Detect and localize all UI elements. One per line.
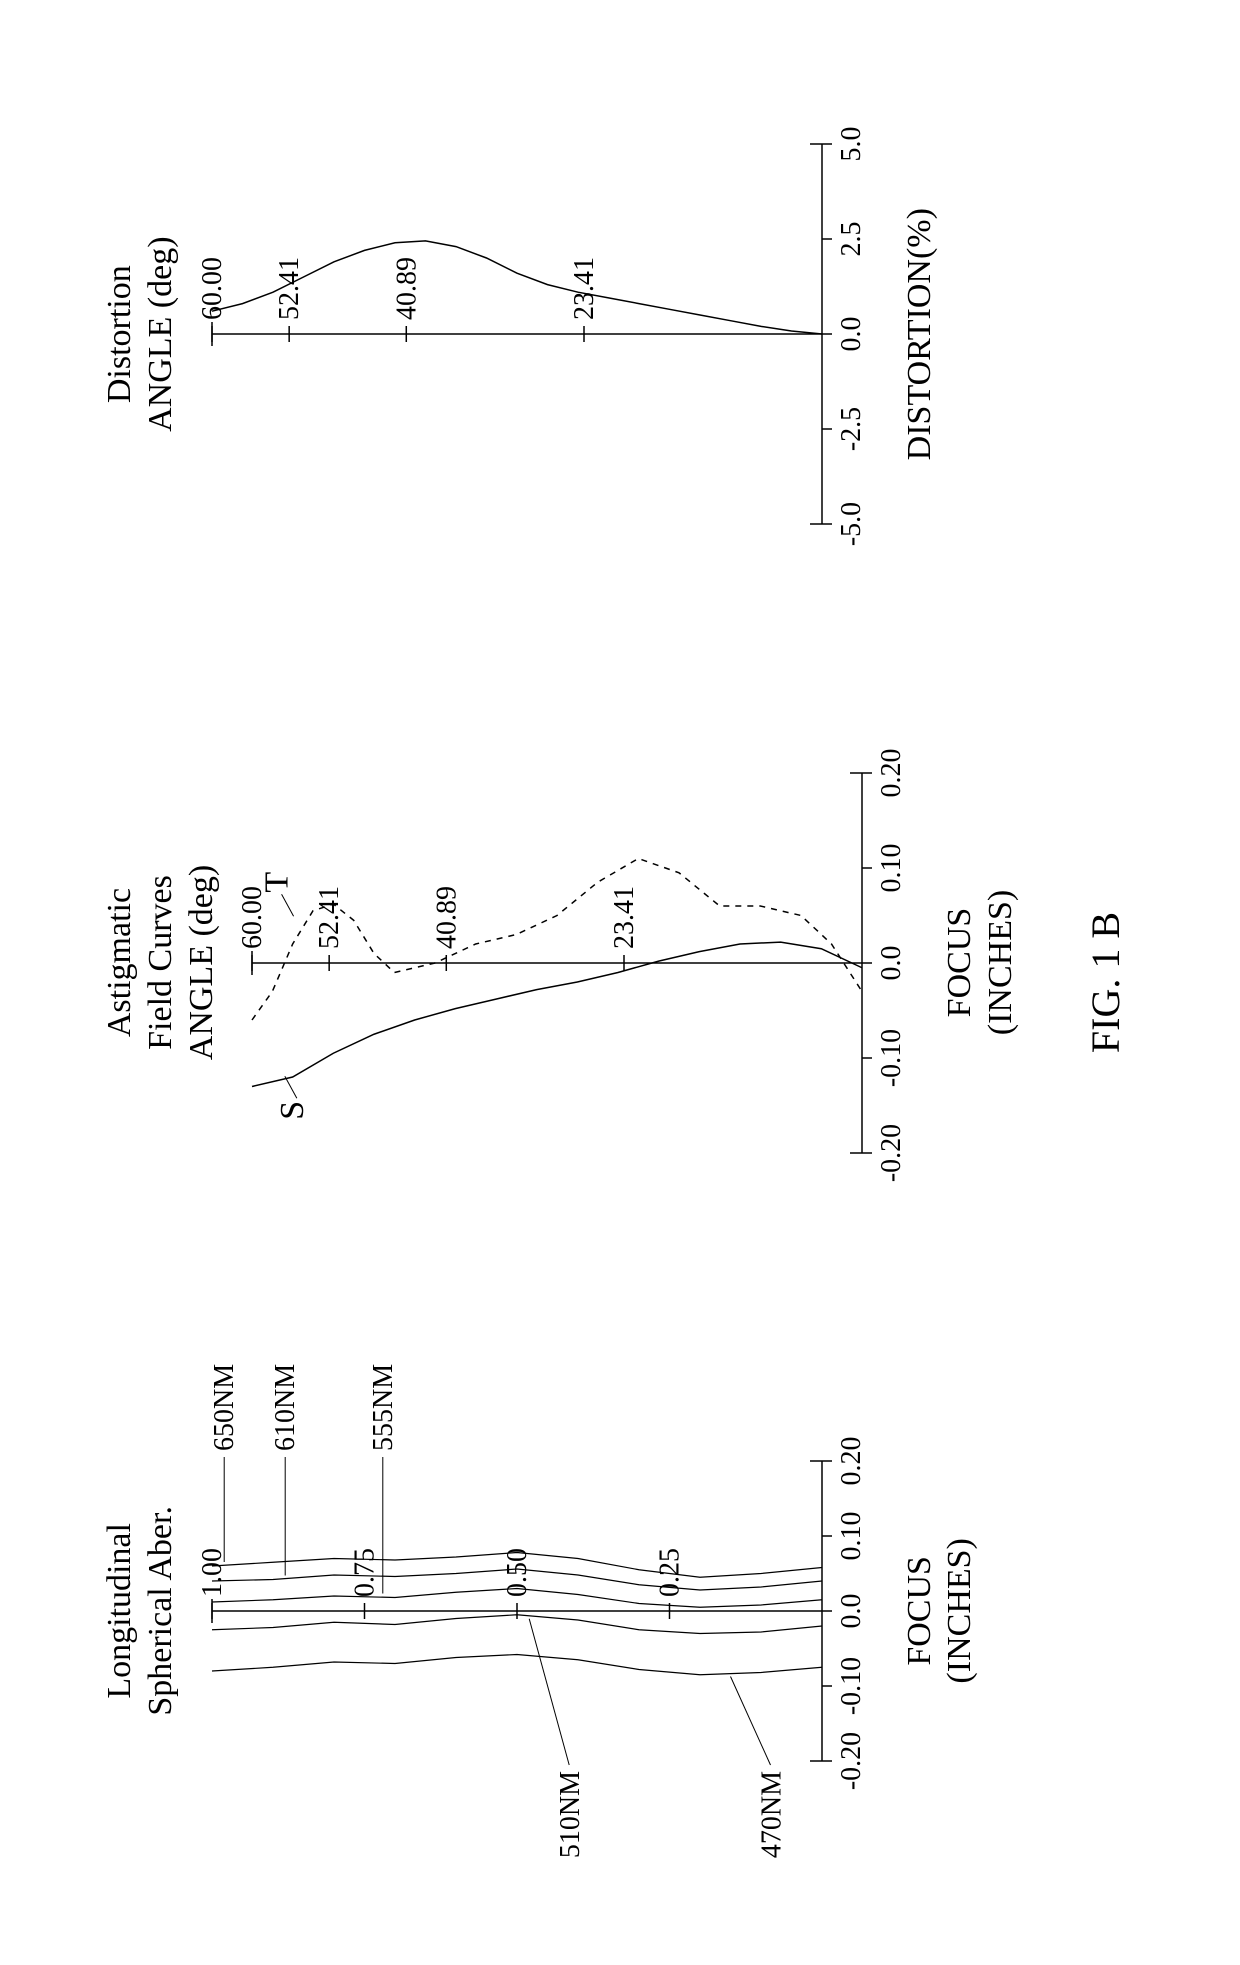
astigmatic-title: Astigmatic Field Curves ANGLE (deg) bbox=[100, 865, 222, 1060]
astigmatic-svg: -0.20 -0.10 0.0 0.10 0.20 23.41 40.89 52.41 60.0… bbox=[232, 723, 932, 1203]
distortion-title-l1: Distortion bbox=[101, 265, 138, 403]
svg-text:40.89: 40.89 bbox=[432, 886, 463, 949]
svg-text:-2.5: -2.5 bbox=[836, 407, 867, 451]
distortion-xlabel: DISTORTION(%) bbox=[900, 208, 941, 460]
rotated-page: Longitudinal Spherical Aber. -0.20 -0.10 0… bbox=[0, 0, 1240, 1965]
svg-text:23.41: 23.41 bbox=[609, 886, 640, 949]
svg-text:0.0: 0.0 bbox=[836, 1593, 867, 1628]
svg-text:0.75: 0.75 bbox=[349, 1548, 380, 1597]
distortion-title-l2: ANGLE (deg) bbox=[142, 236, 179, 431]
svg-text:5.0: 5.0 bbox=[836, 127, 867, 162]
distortion-chart-cell: Distortion ANGLE (deg) -5.0 -2.5 0.0 2.5 5.0… bbox=[100, 94, 940, 574]
svg-text:555NM: 555NM bbox=[367, 1364, 398, 1451]
distortion-xlabel-l1: DISTORTION(%) bbox=[901, 208, 938, 460]
svg-text:-0.10: -0.10 bbox=[876, 1028, 907, 1086]
svg-text:0.0: 0.0 bbox=[876, 945, 907, 980]
svg-text:0.10: 0.10 bbox=[876, 843, 907, 892]
spherical-xlabel-l1: FOCUS bbox=[901, 1556, 938, 1666]
svg-text:0.10: 0.10 bbox=[836, 1511, 867, 1560]
spherical-title-l2: Spherical Aber. bbox=[142, 1506, 179, 1716]
distortion-svg: -5.0-2.50.02.55.023.4140.8952.4160.00 bbox=[192, 94, 892, 574]
distortion-title: Distortion ANGLE (deg) bbox=[100, 236, 182, 431]
astigmatic-title-l1: Astigmatic bbox=[101, 888, 138, 1037]
spherical-xlabel-l2: (INCHES) bbox=[941, 1538, 978, 1683]
svg-text:T: T bbox=[259, 871, 296, 892]
svg-text:1.00: 1.00 bbox=[197, 1548, 228, 1597]
svg-text:23.41: 23.41 bbox=[569, 257, 600, 320]
spherical-title-l1: Longitudinal bbox=[101, 1523, 138, 1699]
svg-text:2.5: 2.5 bbox=[836, 222, 867, 257]
svg-text:510NM: 510NM bbox=[555, 1771, 586, 1858]
astigmatic-chart-cell: Astigmatic Field Curves ANGLE (deg) -0.2… bbox=[100, 723, 1022, 1203]
svg-text:60.00: 60.00 bbox=[237, 886, 268, 949]
svg-text:470NM: 470NM bbox=[756, 1771, 787, 1858]
svg-text:-0.20: -0.20 bbox=[876, 1123, 907, 1181]
svg-text:-5.0: -5.0 bbox=[836, 502, 867, 546]
svg-text:0.20: 0.20 bbox=[836, 1436, 867, 1485]
spherical-chart-cell: Longitudinal Spherical Aber. -0.20 -0.10 0… bbox=[100, 1351, 981, 1871]
astigmatic-xlabel: FOCUS (INCHES) bbox=[940, 890, 1022, 1035]
svg-text:0.0: 0.0 bbox=[836, 317, 867, 352]
spherical-svg: -0.20-0.100.00.100.200.250.500.751.00650… bbox=[192, 1351, 892, 1871]
svg-text:650NM: 650NM bbox=[209, 1364, 240, 1451]
astigmatic-title-l3: ANGLE (deg) bbox=[183, 865, 220, 1060]
svg-text:-0.20: -0.20 bbox=[836, 1732, 867, 1790]
spherical-title: Longitudinal Spherical Aber. bbox=[100, 1506, 182, 1716]
svg-text:-0.10: -0.10 bbox=[836, 1657, 867, 1715]
svg-text:52.41: 52.41 bbox=[315, 886, 346, 949]
svg-text:40.89: 40.89 bbox=[391, 257, 422, 320]
figure-label: FIG. 1 B bbox=[1082, 0, 1129, 1965]
svg-text:0.20: 0.20 bbox=[876, 748, 907, 797]
svg-text:S: S bbox=[274, 1100, 311, 1119]
spherical-xlabel: FOCUS (INCHES) bbox=[900, 1538, 982, 1683]
chart-row: Longitudinal Spherical Aber. -0.20 -0.10 0… bbox=[0, 0, 1022, 1965]
astigmatic-xlabel-l1: FOCUS bbox=[941, 908, 978, 1018]
astigmatic-title-l2: Field Curves bbox=[142, 875, 179, 1050]
svg-text:610NM: 610NM bbox=[270, 1364, 301, 1451]
astigmatic-xlabel-l2: (INCHES) bbox=[982, 890, 1019, 1035]
